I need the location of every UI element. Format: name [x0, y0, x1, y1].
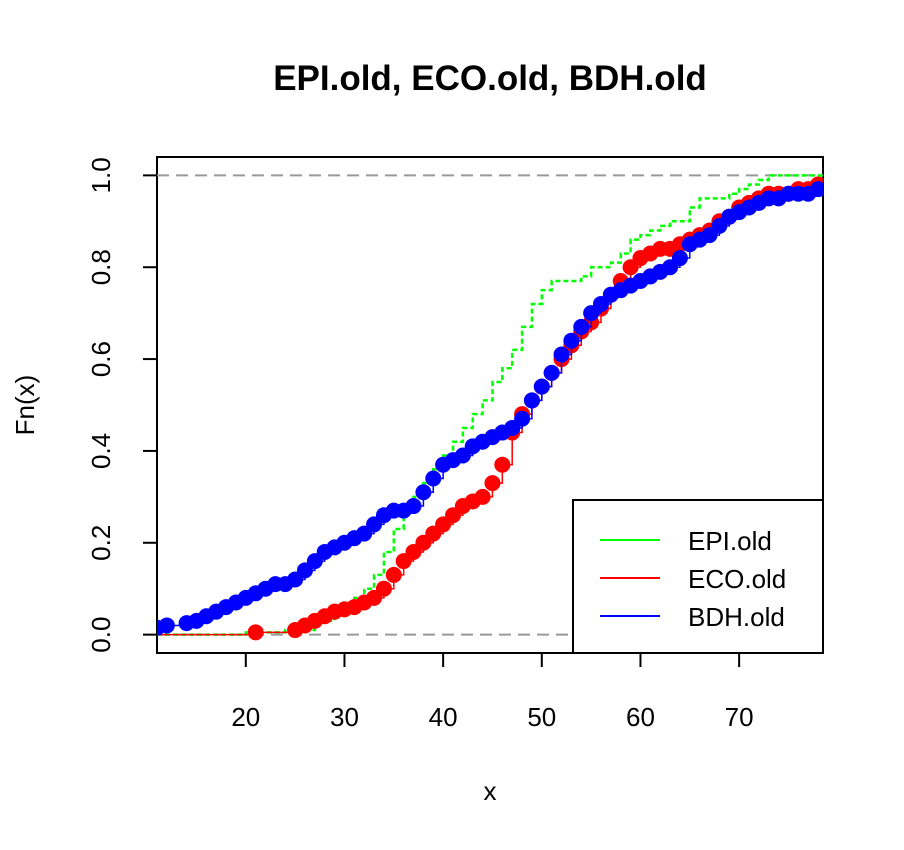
- x-axis-label: x: [484, 776, 497, 806]
- data-point: [474, 488, 491, 505]
- series-epi-old: [157, 174, 823, 636]
- series-bdh-old: [157, 181, 823, 636]
- x-tick-label: 40: [429, 702, 458, 732]
- x-tick-label: 30: [330, 702, 359, 732]
- legend-label-epi-old: EPI.old: [688, 526, 772, 556]
- data-point: [514, 410, 531, 427]
- data-point: [533, 378, 550, 395]
- x-tick-label: 50: [527, 702, 556, 732]
- legend-label-eco-old: ECO.old: [688, 564, 786, 594]
- y-tick-label: 0.0: [86, 617, 116, 653]
- data-point: [523, 392, 540, 409]
- data-point: [494, 456, 511, 473]
- data-point: [553, 346, 570, 363]
- legend-box: [572, 499, 824, 654]
- data-point: [543, 364, 560, 381]
- y-tick-label: 1.0: [86, 157, 116, 193]
- data-point: [247, 624, 264, 641]
- series-layer: [157, 174, 823, 641]
- data-point: [671, 250, 688, 267]
- y-tick-label: 0.4: [86, 433, 116, 469]
- chart-title: EPI.old, ECO.old, BDH.old: [273, 59, 707, 98]
- data-point: [385, 566, 402, 583]
- legend-label-bdh-old: BDH.old: [688, 602, 785, 632]
- data-point: [405, 498, 422, 515]
- data-point: [415, 484, 432, 501]
- legend: EPI.old ECO.old BDH.old: [572, 499, 824, 654]
- data-point: [573, 318, 590, 335]
- x-tick-label: 20: [231, 702, 260, 732]
- y-tick-label: 0.2: [86, 525, 116, 561]
- data-point: [375, 580, 392, 597]
- data-point: [563, 332, 580, 349]
- data-point: [810, 181, 823, 198]
- y-tick-label: 0.6: [86, 341, 116, 377]
- data-point: [425, 470, 442, 487]
- y-tick-label: 0.8: [86, 249, 116, 285]
- y-axis-label: Fn(x): [10, 375, 40, 436]
- data-point: [158, 617, 175, 634]
- data-point: [484, 475, 501, 492]
- x-tick-label: 60: [626, 702, 655, 732]
- x-axis: 20 30 40 50 60 70: [231, 652, 754, 732]
- series-line-epi-old: [157, 174, 823, 636]
- y-axis: 0.0 0.2 0.4 0.6 0.8 1.0: [86, 157, 157, 653]
- x-tick-label: 70: [725, 702, 754, 732]
